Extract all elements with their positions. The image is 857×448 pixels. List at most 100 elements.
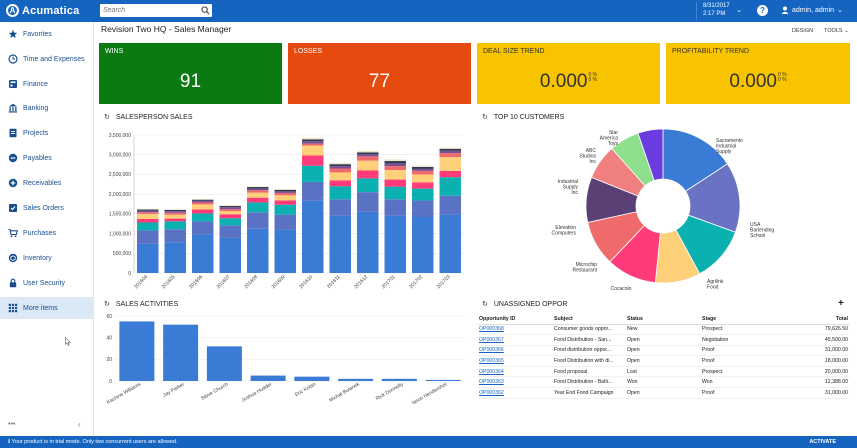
status-cell: Open xyxy=(626,355,701,367)
table-row[interactable]: OP000363 Food Distribution - Balti... Won W… xyxy=(478,376,850,389)
opportunity-id-cell[interactable]: OP000364 xyxy=(478,366,553,378)
grid-icon xyxy=(8,303,18,313)
bar-segment xyxy=(192,204,214,210)
chevron-left-icon[interactable]: ‹ xyxy=(78,420,81,429)
design-button[interactable]: DESIGN xyxy=(792,28,814,34)
bar xyxy=(381,378,417,381)
refresh-icon[interactable]: ↻ xyxy=(482,301,488,308)
table-row[interactable]: OP000368 Consumer goods oppor... New Prospe… xyxy=(478,324,850,336)
sidebar-item-purchases[interactable]: Purchases xyxy=(0,222,94,244)
y-tick-label: 3,500,000 xyxy=(109,133,131,139)
bar-segment xyxy=(192,199,214,201)
sidebar-item-time-and-expenses[interactable]: Time and Expenses xyxy=(0,48,94,70)
opportunity-link[interactable]: OP000364 xyxy=(479,368,504,375)
help-icon[interactable]: ? xyxy=(757,5,768,16)
user-menu[interactable]: admin, admin ⌄ xyxy=(781,6,843,14)
slice-label: Industrial Supply Inc xyxy=(558,179,579,196)
chevron-down-icon: ⌄ xyxy=(736,7,742,14)
bar-segment xyxy=(357,154,379,157)
y-tick-label: 2,000,000 xyxy=(109,192,131,198)
opportunity-link[interactable]: OP000363 xyxy=(479,379,504,386)
opportunity-id-cell[interactable]: OP000368 xyxy=(478,324,553,336)
table-row[interactable]: OP000362 Year End Food Campaign Open Proof 3… xyxy=(478,387,850,399)
sidebar-item-inventory[interactable]: Inventory xyxy=(0,247,94,269)
search-input[interactable] xyxy=(100,4,212,17)
star-icon xyxy=(8,29,18,39)
column-header[interactable]: Status xyxy=(626,314,701,325)
opportunity-link[interactable]: OP000365 xyxy=(479,358,504,365)
table-row[interactable]: OP000364 Food proposal Lost Prospect 20,000.… xyxy=(478,366,850,378)
opportunity-link[interactable]: OP000367 xyxy=(479,336,504,343)
column-header[interactable]: Subject xyxy=(553,314,626,325)
add-icon[interactable]: + xyxy=(838,298,844,309)
sidebar-item-label: Payables xyxy=(23,154,52,162)
sidebar-item-user-security[interactable]: User Security xyxy=(0,272,94,294)
column-header[interactable]: Stage xyxy=(701,314,791,325)
slice-label: Sacramento Industrial Supply xyxy=(716,138,743,155)
sidebar-item-banking[interactable]: Banking xyxy=(0,97,94,119)
opportunity-id-cell[interactable]: OP000363 xyxy=(478,376,553,389)
x-tick-label: 201702 xyxy=(408,274,424,290)
search-icon[interactable] xyxy=(201,6,210,15)
status-cell: Lost xyxy=(626,366,701,378)
total-cell: 18,000.00 xyxy=(791,355,850,367)
table-row[interactable]: OP000366 Food distribution oppor... Open Pr… xyxy=(478,345,850,357)
kpi-losses-tile[interactable]: LOSSES 77 xyxy=(288,43,471,104)
total-cell: 45,500.00 xyxy=(791,334,850,346)
bar-segment xyxy=(219,225,241,238)
bar-segment xyxy=(274,214,296,230)
opportunity-id-cell[interactable]: OP000366 xyxy=(478,345,553,357)
opportunity-id-cell[interactable]: OP000365 xyxy=(478,355,553,367)
bar-segment xyxy=(329,199,351,216)
opportunity-link[interactable]: OP000368 xyxy=(479,326,504,333)
sidebar-item-finance[interactable]: Finance xyxy=(0,73,94,95)
sidebar-item-projects[interactable]: Projects xyxy=(0,122,94,144)
widget-title: UNASSIGNED OPPOR xyxy=(493,300,568,308)
y-tick-label: 1,000,000 xyxy=(109,231,131,237)
sidebar-item-favorites[interactable]: Favorites xyxy=(0,23,94,45)
opportunity-link[interactable]: OP000366 xyxy=(479,347,504,354)
opportunity-id-cell[interactable]: OP000362 xyxy=(478,387,553,399)
table-row[interactable]: OP000367 Food Distribution - San... Open Ne… xyxy=(478,334,850,346)
subject-cell: Food proposal xyxy=(553,366,626,378)
y-tick-label: 0 xyxy=(128,271,131,277)
sidebar-item-label: Time and Expenses xyxy=(23,55,85,63)
status-cell: Won xyxy=(626,376,701,389)
refresh-icon[interactable]: ↻ xyxy=(104,301,110,308)
kpi-wins-tile[interactable]: WINS 91 xyxy=(99,43,282,104)
opportunity-link[interactable]: OP000362 xyxy=(479,389,504,396)
bar-segment xyxy=(274,229,296,273)
kpi-deal-size-trend-tile[interactable]: DEAL SIZE TREND 0.0000 % 0 % xyxy=(477,43,660,104)
bar-segment xyxy=(192,213,214,222)
refresh-icon[interactable]: ↻ xyxy=(482,114,488,121)
sidebar-item-sales-orders[interactable]: Sales Orders xyxy=(0,197,94,219)
refresh-icon[interactable]: ↻ xyxy=(104,114,110,121)
column-header[interactable]: Opportunity ID xyxy=(478,314,553,325)
branch-date-selector[interactable]: 8/31/2017 2:17 PM ⌄ xyxy=(696,2,750,20)
bar-segment xyxy=(192,221,214,235)
x-tick-label: Jason Hendershot xyxy=(410,381,449,404)
column-header[interactable]: Total xyxy=(791,314,850,325)
sidebar-item-more-items[interactable]: More items xyxy=(0,297,94,319)
kpi-label: PROFITABILITY TREND xyxy=(672,48,750,55)
tools-button[interactable]: TOOLS ⌄ xyxy=(824,28,849,34)
y-tick-label: 20 xyxy=(106,357,112,363)
y-tick-label: 40 xyxy=(106,335,112,341)
app-logo[interactable]: A Acumatica xyxy=(6,4,79,17)
kpi-profitability-trend-tile[interactable]: PROFITABILITY TREND 0.0000 % 0 % xyxy=(666,43,850,104)
bar-segment xyxy=(164,209,186,212)
more-options-icon[interactable]: ••• xyxy=(8,421,16,428)
activate-button[interactable]: ACTIVATE xyxy=(809,439,836,445)
bar-segment xyxy=(302,165,324,182)
bar-segment xyxy=(137,208,159,210)
sidebar-item-payables[interactable]: Payables xyxy=(0,147,94,169)
sidebar-item-receivables[interactable]: Receivables xyxy=(0,172,94,194)
bar-segment xyxy=(384,179,406,187)
bar-segment xyxy=(137,209,159,211)
opportunity-id-cell[interactable]: OP000367 xyxy=(478,334,553,346)
table-row[interactable]: OP000365 Food Distribution with di... Open… xyxy=(478,355,850,367)
status-cell: Open xyxy=(626,345,701,357)
bar-segment xyxy=(384,199,406,216)
bar-segment xyxy=(137,222,159,231)
subject-cell: Food Distribution - San... xyxy=(553,334,626,346)
